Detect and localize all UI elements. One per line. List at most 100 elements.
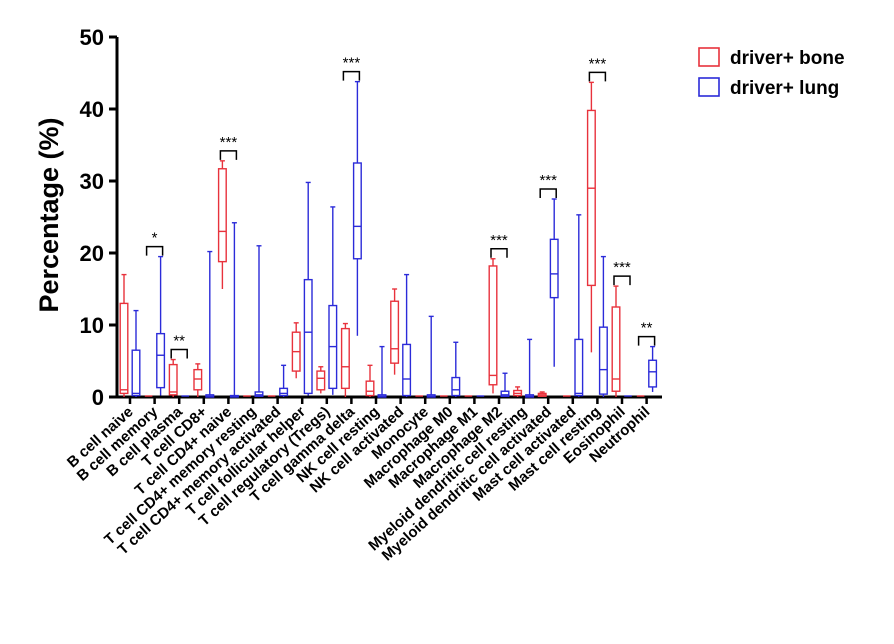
- box-iqr: [365, 380, 375, 397]
- box-iqr: [340, 327, 350, 390]
- y-tick-label: 50: [80, 25, 104, 50]
- significance-label: ***: [539, 172, 557, 189]
- box-driver-lung-12: [426, 315, 436, 398]
- significance-bracket: ***: [342, 55, 361, 81]
- legend-label: driver+ lung: [730, 78, 839, 99]
- significance-label: *: [152, 230, 158, 247]
- box-driver-lung-17: [549, 198, 559, 367]
- box-driver-lung-15: [500, 372, 510, 397]
- box-iqr: [648, 359, 658, 388]
- box-iqr: [254, 391, 264, 397]
- box-driver-lung-18: [574, 214, 584, 397]
- box-driver-bone-10: [365, 364, 375, 397]
- significance-bracket-line: [145, 245, 164, 256]
- box-driver-bone-9: [340, 322, 350, 397]
- significance-bracket: *: [145, 230, 164, 256]
- y-tick-label: 40: [80, 97, 104, 122]
- box-driver-bone-7: [291, 322, 301, 379]
- significance-bracket: ***: [588, 55, 607, 82]
- y-tick-label: 20: [80, 241, 104, 266]
- box-driver-lung-21: [648, 345, 658, 392]
- box-iqr: [217, 168, 227, 263]
- significance-bracket-line: [637, 335, 656, 346]
- box-iqr: [598, 326, 608, 395]
- box-driver-bone-16: [513, 386, 523, 397]
- box-iqr: [586, 109, 596, 287]
- box-iqr: [611, 306, 621, 392]
- significance-bracket: ***: [539, 172, 557, 198]
- significance-bracket-line: [219, 150, 238, 160]
- box-driver-lung-11: [402, 273, 412, 397]
- box-driver-lung-13: [451, 341, 461, 397]
- box-driver-bone-0: [119, 273, 129, 397]
- box-driver-lung-19: [598, 255, 608, 397]
- significance-label: **: [641, 320, 653, 337]
- y-tick-label: 10: [80, 313, 104, 338]
- legend-entry: driver+ lung: [698, 77, 839, 99]
- significance-bracket-line: [490, 248, 508, 258]
- significance-bracket-line: [588, 71, 607, 82]
- significance-label: ***: [589, 55, 607, 72]
- box-driver-lung-3: [205, 250, 215, 398]
- legend-label: driver+ bone: [730, 48, 845, 69]
- box-iqr: [574, 338, 584, 397]
- box-driver-lung-5: [254, 245, 264, 397]
- legend-swatch: [698, 77, 720, 97]
- significance-bracket: ***: [613, 259, 631, 286]
- box-driver-lung-6: [279, 364, 289, 397]
- box-iqr: [193, 368, 203, 391]
- significance-bracket: ***: [490, 232, 508, 258]
- significance-label: **: [173, 333, 185, 350]
- box-driver-lung-10: [377, 345, 387, 398]
- significance-label: ***: [343, 55, 361, 72]
- box-driver-lung-1: [156, 255, 166, 396]
- box-driver-lung-8: [328, 206, 338, 395]
- box-iqr: [168, 363, 178, 396]
- box-driver-lung-16: [525, 338, 535, 398]
- box-iqr: [303, 278, 313, 395]
- box-iqr: [279, 387, 289, 397]
- legend-swatch: [698, 47, 720, 67]
- significance-bracket-line: [613, 275, 631, 286]
- significance-bracket: **: [170, 333, 188, 359]
- box-driver-bone-20: [611, 285, 621, 397]
- box-iqr: [500, 390, 510, 397]
- box-driver-bone-19: [586, 81, 596, 353]
- box-iqr: [131, 349, 141, 397]
- significance-bracket: ***: [219, 134, 238, 160]
- box-driver-bone-4: [217, 160, 227, 289]
- box-driver-bone-8: [316, 366, 326, 394]
- box-driver-bone-15: [488, 258, 498, 394]
- box-driver-bone-3: [193, 363, 203, 397]
- legend-entry: driver+ bone: [698, 47, 845, 69]
- box-iqr: [549, 238, 559, 299]
- box-driver-bone-2: [168, 358, 178, 397]
- box-iqr: [451, 376, 461, 397]
- significance-bracket-line: [170, 348, 188, 359]
- box-iqr: [488, 265, 498, 386]
- box-iqr: [352, 162, 362, 260]
- box-driver-bone-17: [537, 391, 547, 397]
- significance-bracket: **: [637, 320, 656, 346]
- significance-bracket-line: [539, 188, 557, 198]
- boxes-layer: [119, 80, 658, 398]
- significance-bracket-line: [342, 70, 361, 81]
- box-driver-lung-9: [352, 80, 362, 336]
- significance-layer: ***********************: [145, 55, 656, 359]
- box-driver-lung-7: [303, 181, 313, 396]
- box-iqr: [316, 370, 326, 391]
- box-iqr: [390, 300, 400, 364]
- box-iqr: [156, 332, 166, 389]
- y-tick-label: 0: [92, 385, 104, 410]
- box-driver-lung-0: [131, 309, 141, 397]
- legend: driver+ bone driver+ lung: [698, 47, 845, 99]
- significance-label: ***: [613, 259, 631, 276]
- significance-label: ***: [220, 134, 238, 151]
- y-axis-title: Percentage (%): [34, 117, 64, 312]
- significance-label: ***: [490, 232, 508, 249]
- box-driver-bone-11: [390, 288, 400, 375]
- box-iqr: [402, 343, 412, 397]
